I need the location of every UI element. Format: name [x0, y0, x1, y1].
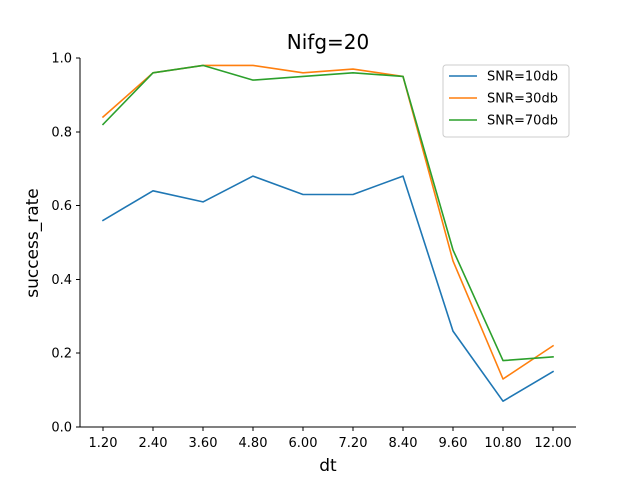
x-tick-label: 10.80 — [484, 436, 521, 451]
series-line-3 — [101, 64, 554, 362]
legend-box — [442, 64, 570, 138]
x-tick-label: 12.00 — [534, 436, 571, 451]
y-axis-ticks: 0.0 0.2 0.4 0.6 0.8 1.0 — [51, 52, 80, 436]
x-axis-ticks: 1.20 2.40 3.60 4.80 6.00 7.20 8.40 9.60 10.80 12.… — [89, 427, 572, 451]
x-tick-label: 8.40 — [389, 436, 418, 451]
chart-title: Nifg=20 — [287, 30, 369, 54]
legend-label: SNR=10db — [487, 70, 558, 85]
y-axis-title: success_rate — [23, 188, 43, 298]
x-tick-label: 1.20 — [89, 436, 118, 451]
y-tick-label: 0.8 — [51, 125, 72, 140]
y-tick-label: 1.0 — [51, 52, 72, 67]
legend: SNR=10db SNR=30db SNR=70db — [442, 64, 570, 138]
x-tick-label: 3.60 — [189, 436, 218, 451]
legend-label: SNR=30db — [487, 92, 558, 107]
y-tick-label: 0.6 — [51, 199, 72, 214]
x-tick-label: 7.20 — [339, 436, 368, 451]
x-tick-label: 9.60 — [439, 436, 468, 451]
legend-label: SNR=70db — [487, 114, 558, 129]
series-line-1 — [101, 175, 555, 403]
x-tick-label: 2.40 — [139, 436, 168, 451]
x-tick-label: 4.80 — [239, 436, 268, 451]
x-axis-title: dt — [319, 456, 337, 476]
y-tick-label: 0.4 — [51, 273, 72, 288]
y-tick-label: 0.2 — [51, 347, 72, 362]
y-tick-label: 0.0 — [51, 421, 72, 436]
x-tick-label: 6.00 — [289, 436, 318, 451]
series-lines — [101, 64, 555, 403]
